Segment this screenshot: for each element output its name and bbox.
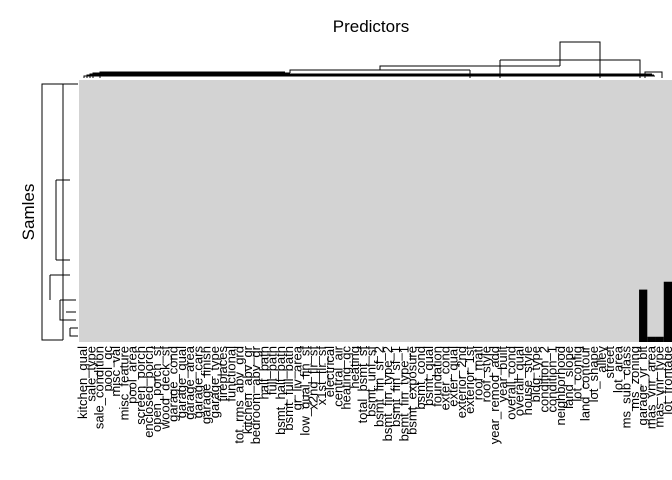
- column-label-lot-shape: lot_shape: [586, 346, 601, 402]
- column-label-open-porch-sf: open_porch_sf: [149, 346, 164, 432]
- column-label-year-remod-add: year_remod_add: [487, 346, 502, 444]
- column-label-electrical: electrical: [322, 346, 337, 397]
- missing-cell-garage_yr_blt: [639, 289, 648, 342]
- column-label-misc-feature: misc_feature: [116, 346, 131, 420]
- column-label-overall-qual: overall_qual: [512, 346, 527, 416]
- column-label-exter-cond: exter_cond: [438, 346, 453, 410]
- column-label-ms-sub-class: ms_sub_class: [619, 346, 634, 429]
- column-label-heating-qc: heating_qc: [339, 346, 354, 410]
- column-label-gr-liv-area: gr_liv_area: [289, 345, 304, 410]
- chart-title: Predictors: [333, 17, 410, 36]
- column-label-roof-matl: roof_matl: [470, 346, 485, 400]
- column-label-sale-condition: sale_condition: [92, 346, 107, 429]
- column-label-bsmt-fin-type-1: bsmt_fin_type_1: [396, 346, 411, 441]
- column-label-fireplaces: fireplaces: [215, 346, 230, 402]
- column-label-garage-cars: garage_cars: [190, 346, 205, 419]
- column-label-roof-style: roof_style: [479, 346, 494, 402]
- column-label-neighborhood: neighborhood: [553, 346, 568, 426]
- column-label-screen-porch: screen_porch: [133, 346, 148, 425]
- column-label-bsmt-qual: bsmt_qual: [421, 346, 436, 406]
- column-label-garage-yr-blt: garage_yr_blt: [635, 346, 650, 426]
- column-label-garage-cond: garage_cond: [166, 346, 181, 422]
- column-label-garage-qual: garage_qual: [174, 346, 189, 418]
- column-label-ms-zoning: ms_zoning: [627, 346, 642, 409]
- column-label-exterior-1st: exterior_1st: [462, 346, 477, 414]
- column-label-alley: alley: [594, 346, 609, 373]
- column-dendrogram: [83, 41, 663, 78]
- column-label-garage-area: garage_area: [182, 345, 197, 419]
- column-label-sale-type: sale_type: [83, 346, 98, 402]
- column-label-land-slope: land_slope: [561, 346, 576, 409]
- column-label-mas-vnr-type: mas_vnr_type: [652, 346, 667, 428]
- column-label-street: street: [602, 346, 617, 379]
- column-label-exterior-2nd: exterior_2nd: [454, 346, 469, 418]
- column-label-garage-finish: garage_finish: [199, 346, 214, 424]
- column-label-lot-area: lot_area: [610, 345, 625, 393]
- column-label-mas-vnr-area: mas_vnr_area: [643, 345, 658, 429]
- column-label-low-qual-fin-sf: low_qual_fin_sf: [297, 346, 312, 436]
- column-label-bsmt-exposure: bsmt_exposure: [405, 346, 420, 435]
- column-label-bsmt-fin-type-2: bsmt_fin_type_2: [380, 346, 395, 441]
- column-label-kitchen-abv-gr: kitchen_abv_gr: [240, 345, 255, 434]
- row-dendrogram: [41, 83, 78, 341]
- column-label-bsmt-fin-sf-2: bsmt_fin_sf_2: [372, 346, 387, 427]
- column-label-year-built: year_built: [495, 346, 510, 403]
- column-label-bsmt-half-bath: bsmt_half_bath: [273, 346, 288, 435]
- column-label-garage-type: garage_type: [207, 346, 222, 418]
- heatmap-cells: [79, 80, 672, 342]
- column-label-x2nd-flr-sf: x2nd_flr_sf: [306, 346, 321, 410]
- column-label-bsmt-unf-sf: bsmt_unf_sf: [363, 346, 378, 417]
- column-label-misc-val: misc_val: [108, 346, 123, 397]
- column-label-total-bsmt-sf: total_bsmt_sf: [355, 346, 370, 424]
- column-label-pool-area: pool_area: [125, 345, 140, 404]
- heatmap-present-area: [79, 80, 672, 342]
- column-label-wood-deck-sf: wood_deck_sf: [157, 346, 172, 430]
- column-label-kitchen-qual: kitchen_qual: [75, 346, 90, 419]
- column-label-condition-1: condition_1: [545, 346, 560, 413]
- column-label-heating: heating: [347, 346, 362, 389]
- column-label-land-contour: land_contour: [578, 345, 593, 421]
- column-label-central-air: central_air: [330, 345, 345, 406]
- column-label-bldg-type: bldg_type: [528, 346, 543, 402]
- column-label-tot-rms-abv-grd: tot_rms_abv_grd: [232, 346, 247, 444]
- missing-cell-lot_frontage: [663, 281, 672, 342]
- column-label-lot-frontage: lot_frontage: [660, 346, 672, 415]
- column-label-overall-cond: overall_cond: [503, 346, 518, 420]
- column-label-bedroom-abv-gr: bedroom_abv_gr: [248, 345, 263, 444]
- column-label-full-bath: full_bath: [265, 346, 280, 395]
- column-label-functional: functional: [223, 346, 238, 402]
- column-label-pool-qc: pool_qc: [100, 346, 115, 392]
- column-label-bsmt-cond: bsmt_cond: [413, 346, 428, 410]
- column-label-exter-qual: exter_qual: [446, 346, 461, 407]
- column-label-bsmt-full-bath: bsmt_full_bath: [281, 346, 296, 431]
- column-label-condition-2: condition_2: [536, 346, 551, 413]
- column-tick-labels: kitchen_qualsale_typesale_conditionpool_…: [75, 345, 672, 444]
- column-label-enclosed-porch: enclosed_porch: [141, 346, 156, 438]
- column-label-lot-config: lot_config: [569, 346, 584, 402]
- column-label-foundation: foundation: [429, 346, 444, 407]
- missing-cell-mas_vnr_type: [655, 336, 664, 342]
- column-label-x1st-flr-sf: x1st_flr_sf: [314, 346, 329, 406]
- y-axis-label: Samles: [19, 184, 38, 241]
- missing-cell-mas_vnr_area: [647, 336, 656, 342]
- column-label-half-bath: half_bath: [256, 346, 271, 400]
- column-label-bsmt-fin-sf-1: bsmt_fin_sf_1: [388, 346, 403, 427]
- column-label-house-style: house_style: [520, 346, 535, 415]
